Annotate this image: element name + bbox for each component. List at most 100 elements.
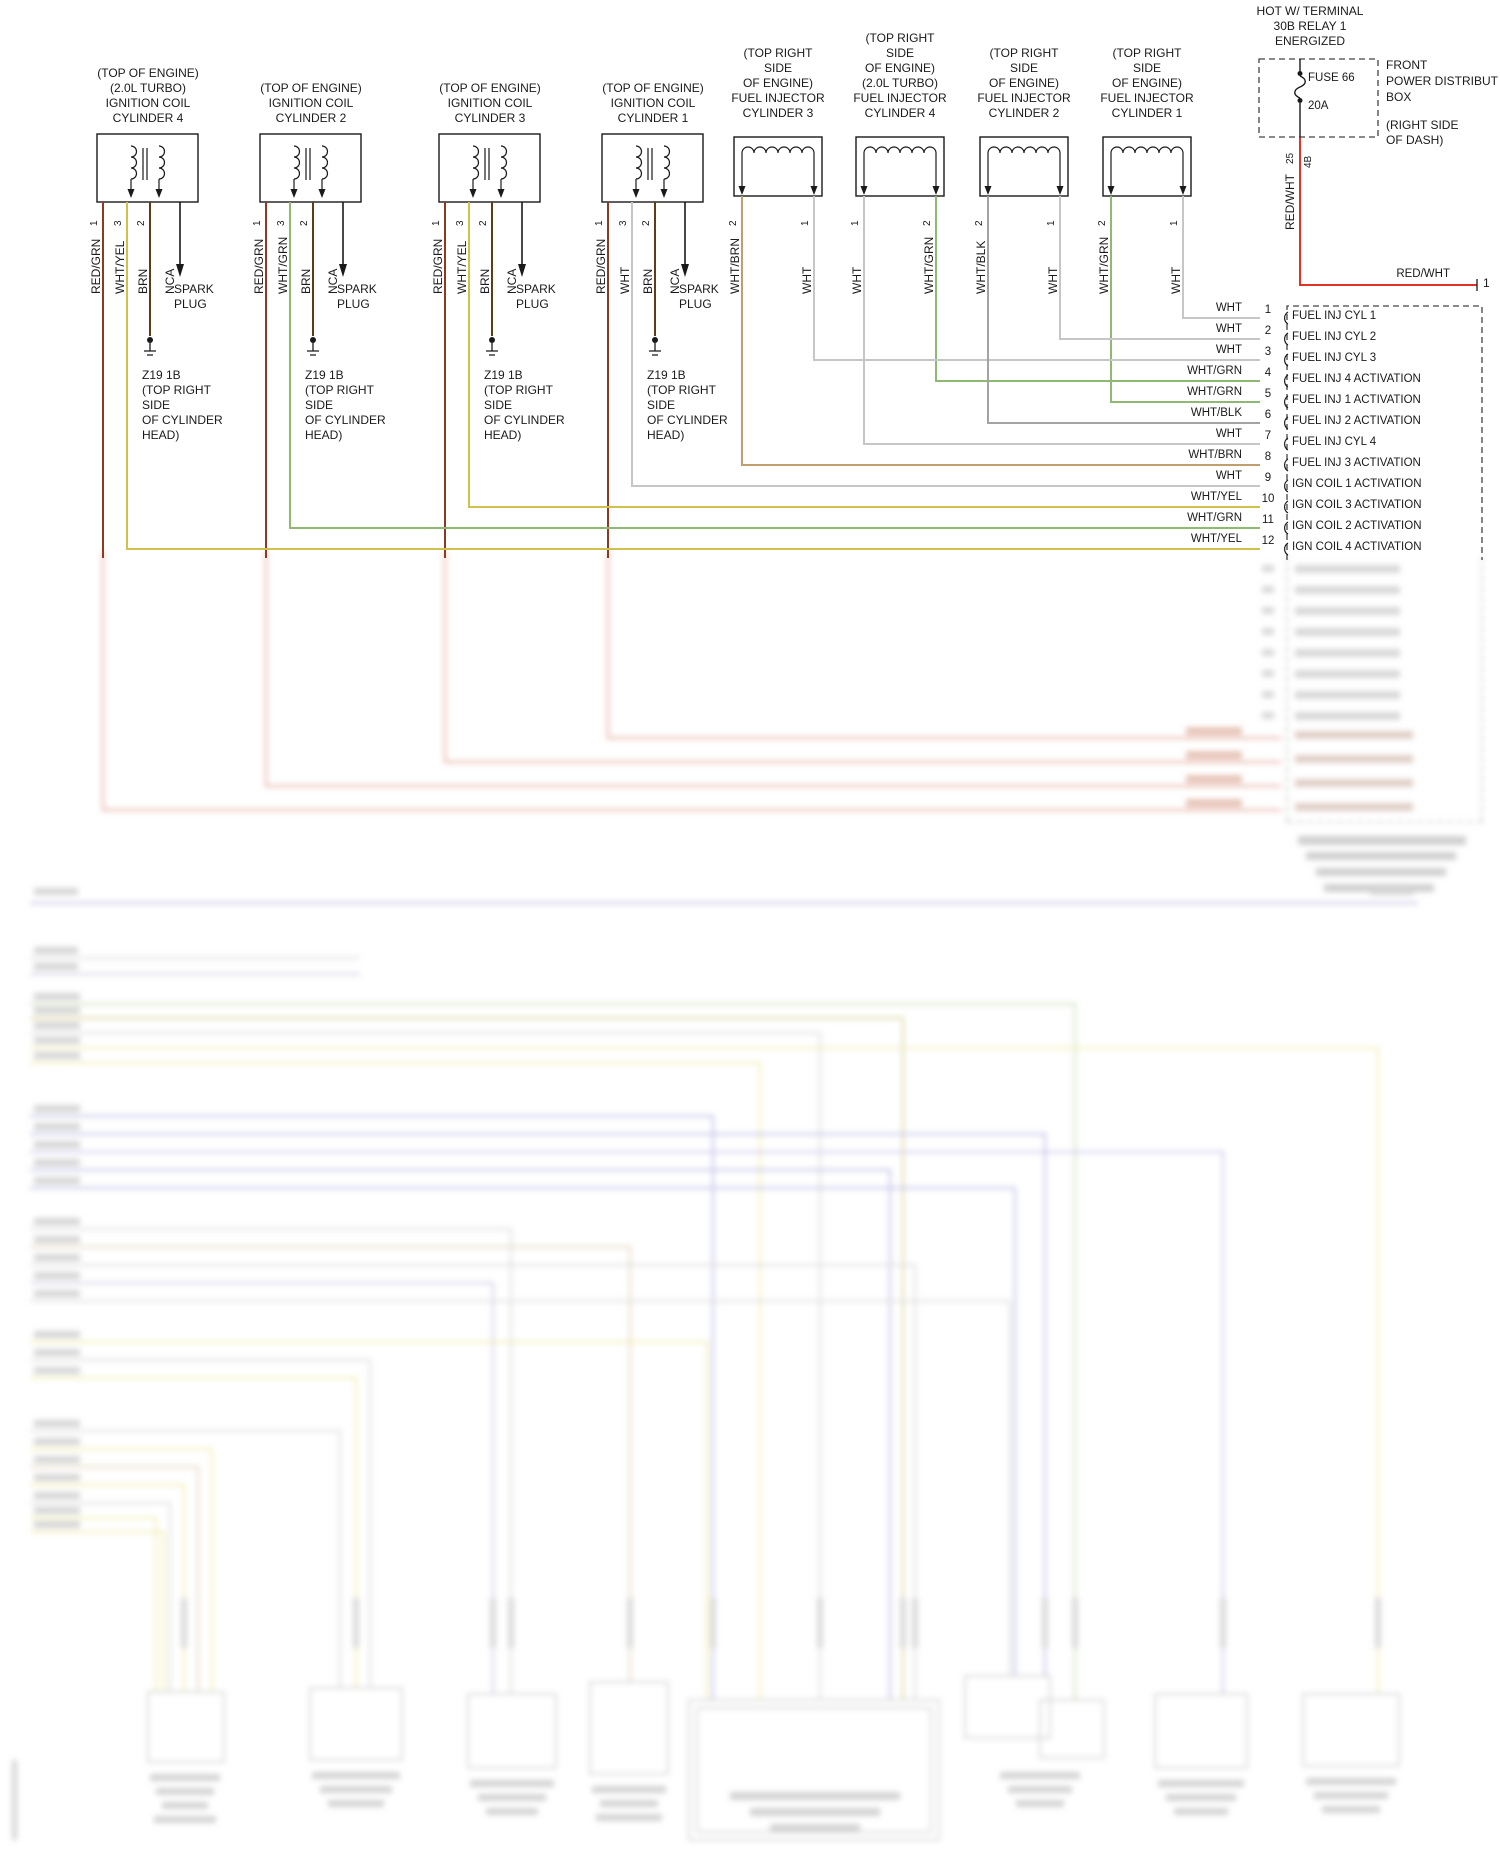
pin-number: 1 bbox=[850, 220, 861, 226]
ecm-box-outline bbox=[1286, 305, 1483, 560]
ecm-row-label: FUEL INJ CYL 3 bbox=[1292, 352, 1377, 364]
injector-caption-line: CYLINDER 1 bbox=[1111, 106, 1183, 120]
hot-label-line: ENERGIZED bbox=[1274, 34, 1346, 48]
ecm-row-pin: 2 bbox=[1264, 325, 1272, 337]
ground-id-label: OF CYLINDER bbox=[647, 413, 728, 427]
wire-color-label: WHT/YEL bbox=[455, 240, 469, 294]
ecm-row-label: FUEL INJ 4 ACTIVATION bbox=[1292, 373, 1421, 385]
power-distribution-box-outline bbox=[1258, 58, 1379, 138]
ecm-row-wire: WHT/BLK bbox=[1190, 407, 1242, 419]
ecm-row-wire: WHT/YEL bbox=[1190, 491, 1242, 503]
pin-number: 2 bbox=[478, 220, 489, 226]
ecm-row-pin: 9 bbox=[1264, 472, 1272, 484]
pin-number: 3 bbox=[113, 220, 124, 226]
wire-color-label: WHT/BRN bbox=[728, 238, 742, 294]
injector-caption-line: FUEL INJECTOR bbox=[977, 91, 1071, 105]
injector-caption-line: OF ENGINE) bbox=[864, 61, 936, 75]
pin-number: 2 bbox=[728, 220, 739, 226]
fuse-name-label: FUSE 66 bbox=[1308, 72, 1355, 84]
ground-id-label: HEAD) bbox=[647, 428, 685, 442]
ecm-row-wire: WHT bbox=[1215, 428, 1242, 440]
coil-caption-line: CYLINDER 1 bbox=[617, 111, 689, 125]
wire-color-label: BRN bbox=[478, 268, 492, 294]
coil-caption-line: (TOP OF ENGINE) bbox=[97, 66, 199, 80]
vertical-label-smudges bbox=[181, 1598, 1381, 1648]
coil-caption-line: (TOP OF ENGINE) bbox=[260, 81, 362, 95]
grid-ref-label: 4B bbox=[1303, 155, 1314, 168]
coil-caption-line: (TOP OF ENGINE) bbox=[602, 81, 704, 95]
ecm-row-pin: 5 bbox=[1264, 388, 1272, 400]
pin-number: 1 bbox=[1169, 220, 1180, 226]
ignition-coil-box bbox=[438, 133, 541, 203]
coil-caption-line: IGNITION COIL bbox=[447, 96, 533, 110]
wire-color-label: WHT/GRN bbox=[276, 236, 290, 294]
ecm-row-label: IGN COIL 2 ACTIVATION bbox=[1292, 520, 1422, 532]
ground-id-label: Z19 1B bbox=[484, 368, 523, 382]
spark-plug-wires bbox=[179, 202, 686, 266]
power-box-label: POWER DISTRIBUT bbox=[1386, 74, 1499, 88]
ignition-coil-box bbox=[259, 133, 362, 203]
pin-number: 2 bbox=[299, 220, 310, 226]
ecm-row-pin: 10 bbox=[1261, 493, 1275, 505]
wires-brn bbox=[149, 202, 656, 336]
ecm-row-wire: WHT bbox=[1215, 470, 1242, 482]
hot-label-line: HOT W/ TERMINAL bbox=[1256, 4, 1364, 18]
injector-coil-symbols bbox=[741, 146, 1184, 187]
ecm-row-label: FUEL INJ 1 ACTIVATION bbox=[1292, 394, 1421, 406]
ecm-row-pin: 11 bbox=[1262, 514, 1274, 526]
ecm-row-pin: 12 bbox=[1261, 535, 1275, 547]
arrowheads bbox=[127, 186, 1187, 277]
wire-color-label: BRN bbox=[641, 268, 655, 294]
ecm-row-label: IGN COIL 1 ACTIVATION bbox=[1292, 478, 1422, 490]
coil-caption-line: CYLINDER 2 bbox=[275, 111, 347, 125]
ecm-row-label: FUEL INJ CYL 1 bbox=[1292, 310, 1377, 322]
ground-id-label: OF CYLINDER bbox=[305, 413, 386, 427]
wires-wht bbox=[631, 196, 1260, 487]
wire-color-label: BRN bbox=[299, 268, 313, 294]
ecm-row-label: FUEL INJ CYL 4 bbox=[1292, 436, 1377, 448]
ecm-row-pin: 1 bbox=[1264, 304, 1272, 316]
ground-id-label: (TOP RIGHT bbox=[484, 383, 553, 397]
spark-plug-label: SPARK bbox=[516, 282, 556, 296]
coil-feed-wires-lower bbox=[101, 552, 1281, 812]
injector-caption-line: (TOP RIGHT bbox=[1112, 46, 1182, 60]
injector-caption-line: SIDE bbox=[763, 61, 793, 75]
ecm-row-label: FUEL INJ 3 ACTIVATION bbox=[1292, 457, 1421, 469]
wires-wht-brn bbox=[741, 196, 1260, 466]
pin-number: 1 bbox=[252, 220, 263, 226]
ground-id-label: (TOP RIGHT bbox=[305, 383, 374, 397]
coil-caption-line: CYLINDER 4 bbox=[112, 111, 184, 125]
component-caption-smudges bbox=[12, 1760, 1396, 1840]
wire-color-label: WHT bbox=[618, 266, 632, 294]
pin-number: 2 bbox=[641, 220, 652, 226]
injector-caption-line: OF ENGINE) bbox=[988, 76, 1060, 90]
pin-number: 1 bbox=[800, 220, 811, 226]
pin-number: 1 bbox=[1046, 220, 1057, 226]
spark-plug-label: SPARK bbox=[679, 282, 719, 296]
wire-color-label: RED/GRN bbox=[431, 238, 445, 294]
ground-id-label: SIDE bbox=[305, 398, 334, 412]
wire-color-label: WHT bbox=[850, 266, 864, 294]
pin-number: 1 bbox=[431, 220, 442, 226]
injector-caption-line: CYLINDER 4 bbox=[864, 106, 936, 120]
spark-plug-label: SPARK bbox=[174, 282, 214, 296]
hot-label-line: 30B RELAY 1 bbox=[1273, 19, 1347, 33]
ecm-row-pin: 7 bbox=[1264, 430, 1272, 442]
ecm-row-wire: WHT/GRN bbox=[1187, 386, 1242, 398]
coil-caption-line: IGNITION COIL bbox=[268, 96, 354, 110]
power-box-location-label: (RIGHT SIDE bbox=[1386, 118, 1459, 132]
ecm-row-wire: WHT bbox=[1215, 344, 1242, 356]
ecm-row-pin: 4 bbox=[1264, 367, 1272, 379]
injector-caption-line: FUEL INJECTOR bbox=[1100, 91, 1194, 105]
injector-caption-line: (TOP RIGHT bbox=[743, 46, 813, 60]
wire-color-label: RED/GRN bbox=[252, 238, 266, 294]
wires-wht-blk bbox=[987, 196, 1260, 424]
ground-id-label: OF CYLINDER bbox=[484, 413, 565, 427]
injector-caption-line: SIDE bbox=[1009, 61, 1039, 75]
power-box-label: BOX bbox=[1386, 90, 1412, 104]
fuel-injector-box bbox=[979, 136, 1069, 197]
injector-caption-line: OF ENGINE) bbox=[742, 76, 814, 90]
